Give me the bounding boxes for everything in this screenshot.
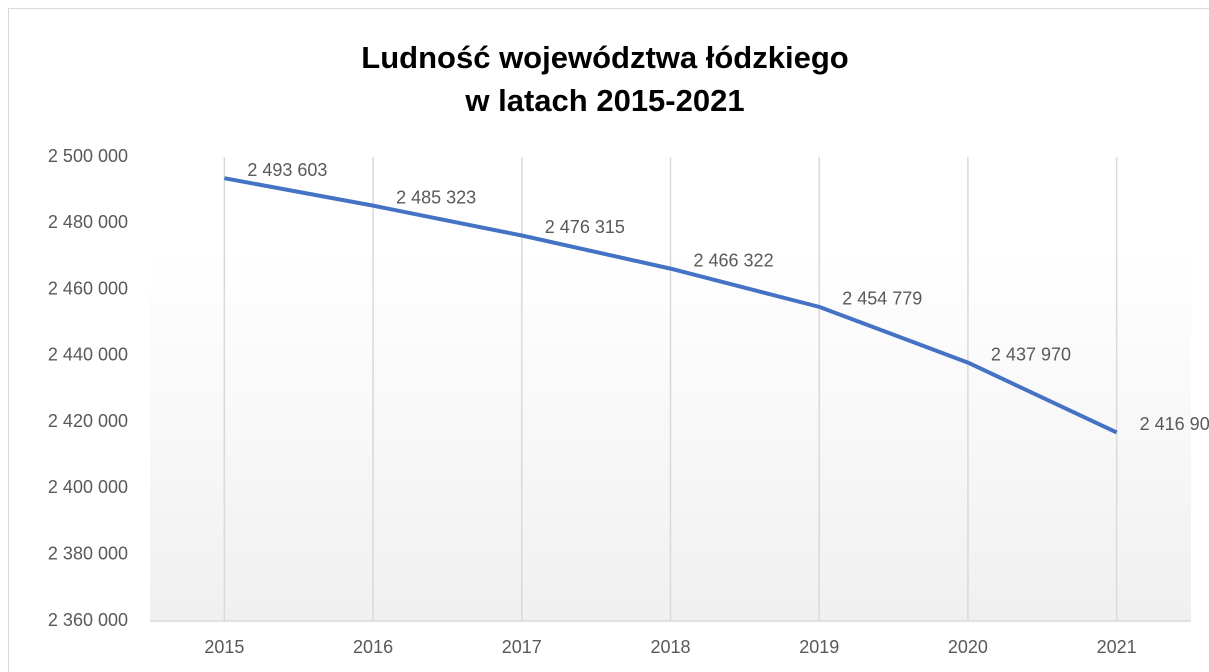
data-label: 2 466 322 bbox=[694, 250, 774, 270]
y-tick-label: 2 420 000 bbox=[48, 411, 128, 431]
line bbox=[223, 176, 1118, 435]
y-tick-label: 2 500 000 bbox=[48, 146, 128, 166]
chart-title: w latach 2015-2021 bbox=[464, 83, 744, 118]
data-label: 2 416 902 bbox=[1140, 414, 1209, 434]
x-tick-label: 2019 bbox=[799, 637, 839, 657]
data-label: 2 493 603 bbox=[247, 160, 327, 180]
y-tick-label: 2 460 000 bbox=[48, 278, 128, 298]
data-label: 2 476 315 bbox=[545, 217, 625, 237]
y-tick-label: 2 440 000 bbox=[48, 345, 128, 365]
x-tick-label: 2018 bbox=[650, 637, 690, 657]
x-tick-label: 2015 bbox=[204, 637, 244, 657]
x-tick-label: 2017 bbox=[502, 637, 542, 657]
x-tick-label: 2016 bbox=[353, 637, 393, 657]
x-tick-label: 2021 bbox=[1097, 637, 1137, 657]
data-label: 2 485 323 bbox=[396, 187, 476, 207]
y-tick-label: 2 480 000 bbox=[48, 212, 128, 232]
data-label: 2 454 779 bbox=[842, 289, 922, 309]
y-tick-label: 2 360 000 bbox=[48, 610, 128, 630]
y-tick-label: 2 380 000 bbox=[48, 543, 128, 563]
data-label: 2 437 970 bbox=[991, 344, 1071, 364]
chart-title: Ludność województwa łódzkiego bbox=[361, 40, 848, 75]
y-tick-label: 2 400 000 bbox=[48, 477, 128, 497]
x-tick-label: 2020 bbox=[948, 637, 988, 657]
